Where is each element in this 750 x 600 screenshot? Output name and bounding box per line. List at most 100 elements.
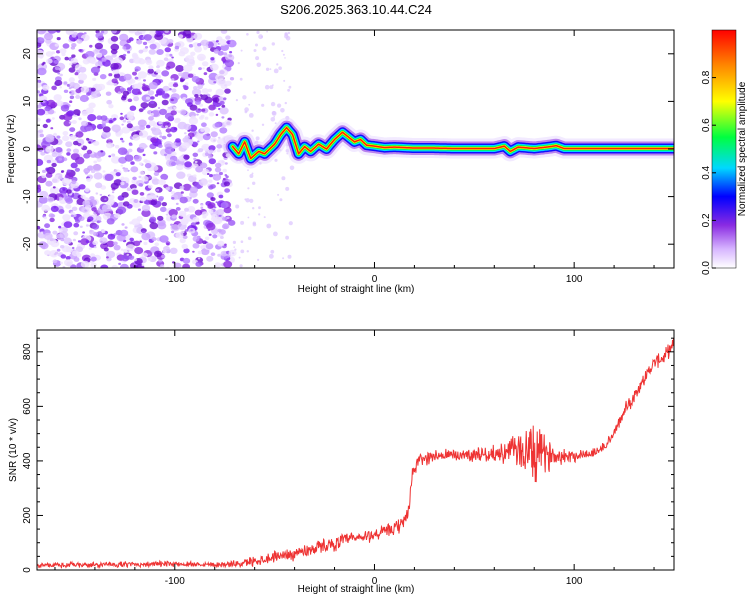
spectrogram-noise-speck: [208, 145, 216, 151]
spectrogram-noise-speck: [120, 87, 126, 93]
spectrogram-noise-speck: [68, 86, 72, 90]
spectrogram-noise-speck: [189, 197, 192, 199]
spectrogram-noise-speck: [176, 164, 184, 171]
spectrogram-noise-speck: [129, 79, 136, 84]
snr-y-label: SNR (10 * v/v): [8, 418, 19, 482]
spectrogram-noise-speck: [60, 245, 65, 249]
spectrogram-noise-speck: [80, 145, 84, 148]
spectrogram-noise-speck: [65, 141, 73, 148]
spectrogram-noise-speck: [245, 198, 250, 203]
spectrogram-noise-speck: [49, 250, 59, 258]
spectrogram-noise-speck: [251, 172, 254, 175]
spectrogram-noise-speck: [37, 30, 46, 35]
spectrogram-noise-speck: [197, 148, 204, 153]
spectrogram-noise-speck: [96, 157, 102, 162]
spectrogram-noise-speck: [62, 214, 71, 221]
spectrogram-noise-speck: [264, 84, 270, 90]
spectrogram-noise-speck: [69, 134, 77, 141]
spectrogram-noise-speck: [83, 168, 90, 174]
spectrogram-noise-speck: [101, 130, 111, 139]
spectrogram-noise-speck: [141, 175, 149, 182]
spectrogram-noise-speck: [65, 172, 74, 180]
spectrogram-noise-speck: [122, 119, 127, 123]
spectrogram-noise-speck: [214, 167, 222, 173]
spectrogram-noise-speck: [215, 40, 219, 43]
spectrogram-noise-speck: [37, 67, 47, 76]
spectrogram-noise-speck: [85, 107, 94, 114]
spectrogram-noise-speck: [110, 48, 118, 55]
spectrogram-noise-speck: [279, 198, 283, 202]
spectrogram-noise-speck: [37, 79, 42, 83]
spectrogram-noise-speck: [104, 173, 114, 181]
spectrogram-noise-speck: [141, 209, 151, 217]
spectrogram-y-tick-label: 20: [22, 48, 33, 60]
spectrogram-noise-speck: [58, 196, 63, 200]
spectrogram-noise-speck: [133, 199, 139, 203]
spectrogram-noise-speck: [74, 72, 79, 76]
spectrogram-noise-speck: [83, 32, 87, 35]
spectrogram-noise-speck: [208, 202, 216, 209]
spectrogram-noise-speck: [46, 99, 56, 107]
spectrogram-noise-speck: [200, 248, 210, 256]
spectrogram-noise-speck: [51, 159, 57, 165]
spectrogram-noise-speck: [208, 158, 216, 165]
spectrogram-noise-speck: [143, 241, 148, 246]
spectrogram-noise-speck: [281, 176, 286, 181]
spectrogram-noise-speck: [215, 88, 225, 96]
spectrogram-noise-speck: [141, 84, 150, 91]
spectrogram-noise-speck: [42, 123, 48, 129]
spectrogram-noise-speck: [285, 36, 291, 41]
spectrogram-noise-speck: [150, 200, 157, 206]
spectrogram-noise-speck: [189, 186, 199, 194]
spectrogram-noise-speck: [208, 233, 212, 236]
spectrogram-noise-speck: [120, 263, 129, 268]
spectrogram-noise-speck: [138, 162, 143, 166]
spectrogram-noise-speck: [176, 171, 186, 179]
spectrogram-noise-speck: [137, 71, 147, 79]
spectrogram-noise-speck: [111, 114, 119, 120]
spectrogram-noise-speck: [58, 157, 63, 161]
spectrogram-noise-speck: [219, 171, 223, 176]
spectrogram-noise-speck: [138, 49, 144, 54]
spectrogram-noise-speck: [164, 153, 167, 156]
spectrogram-noise-speck: [271, 42, 275, 46]
spectrogram-noise-speck: [269, 253, 274, 259]
spectrogram-noise-speck: [128, 30, 136, 34]
spectrogram-noise-speck: [193, 86, 198, 90]
spectrogram-noise-speck: [224, 59, 235, 68]
snr-plot-area: [37, 330, 674, 570]
spectrogram-noise-speck: [175, 202, 179, 205]
spectrogram-noise-speck: [237, 62, 240, 65]
spectrogram-noise-speck: [222, 168, 227, 173]
spectrogram-noise-speck: [69, 95, 75, 100]
spectrogram-noise-speck: [121, 126, 131, 134]
spectrogram-noise-speck: [44, 106, 51, 112]
spectrogram-noise-speck: [52, 259, 58, 264]
spectrogram-noise-speck: [234, 248, 237, 251]
spectrogram-noise-speck: [219, 127, 228, 134]
spectrogram-noise-speck: [84, 187, 90, 192]
spectrogram-noise-speck: [215, 74, 225, 82]
spectrogram-noise-speck: [178, 72, 184, 77]
spectrogram-noise-speck: [54, 79, 63, 86]
spectrogram-noise-speck: [184, 132, 187, 135]
spectrogram-noise-speck: [43, 32, 54, 41]
spectrogram-noise-speck: [148, 81, 158, 90]
spectrogram-noise-speck: [179, 238, 186, 244]
spectrogram-noise-speck: [116, 206, 127, 214]
colorbar-label: Normalized spectral amplitude: [737, 81, 748, 216]
spectrogram-noise-speck: [56, 135, 61, 139]
spectrogram-noise-speck: [58, 175, 63, 180]
spectrogram-noise-speck: [126, 120, 131, 124]
spectrogram-noise-speck: [100, 115, 108, 121]
spectrogram-noise-speck: [175, 142, 181, 147]
spectrogram-y-tick-label: 10: [22, 95, 33, 107]
spectrogram-noise-speck: [133, 240, 141, 247]
spectrogram-noise-speck: [223, 119, 233, 127]
spectrogram-noise-speck: [66, 110, 75, 117]
spectrogram-noise-speck: [93, 213, 98, 217]
snr-y-tick-label: 400: [22, 452, 33, 469]
spectrogram-noise-speck: [167, 133, 172, 138]
spectrogram-noise-speck: [93, 172, 103, 180]
